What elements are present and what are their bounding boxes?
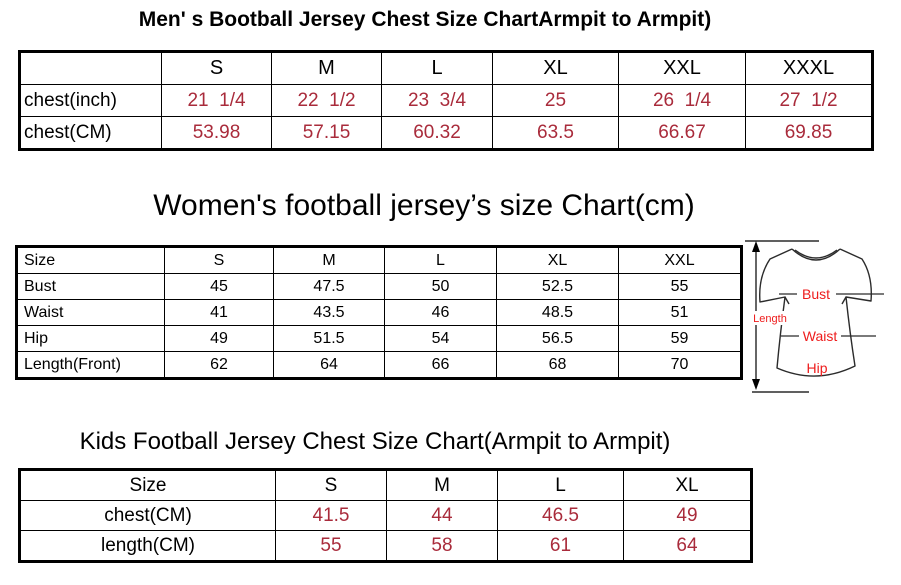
cell: 41: [164, 299, 274, 326]
cell: 41.5: [275, 500, 387, 531]
cell: 44: [386, 500, 498, 531]
row-label: Bust: [16, 273, 165, 300]
column-header: XXL: [618, 51, 746, 85]
row-label: chest(CM): [19, 116, 162, 150]
column-header: M: [386, 469, 498, 501]
cell: 59: [618, 325, 742, 352]
cell: 64: [273, 351, 385, 379]
row-label: Length(Front): [16, 351, 165, 379]
column-header: M: [271, 51, 382, 85]
column-header: L: [384, 246, 497, 274]
column-header: XXL: [618, 246, 742, 274]
column-header: S: [275, 469, 387, 501]
cell: 66: [384, 351, 497, 379]
hip-label: Hip: [806, 360, 827, 376]
column-header: Size: [16, 246, 165, 274]
cell: 56.5: [496, 325, 619, 352]
column-header: S: [161, 51, 272, 85]
column-header: XL: [496, 246, 619, 274]
length-label: Length: [753, 313, 787, 325]
table-header-row: Size S M L XL XXL: [16, 246, 742, 274]
cell: 55: [275, 530, 387, 562]
column-header: L: [497, 469, 624, 501]
bust-label: Bust: [802, 286, 830, 302]
column-header: XXXL: [745, 51, 873, 85]
cell: 54: [384, 325, 497, 352]
cell: 53.98: [161, 116, 272, 150]
table-row: length(CM) 55 58 61 64: [19, 530, 752, 562]
cell: 22 1/2: [271, 84, 382, 117]
kids-chart-title: Kids Football Jersey Chest Size Chart(Ar…: [79, 428, 671, 455]
cell: 23 3/4: [381, 84, 493, 117]
collar-inner: [794, 249, 838, 259]
cell: 43.5: [273, 299, 385, 326]
cell: 70: [618, 351, 742, 379]
cell: 49: [164, 325, 274, 352]
womens-size-table: Size S M L XL XXL Bust 45 47.5 50 52.5 5…: [15, 245, 743, 380]
mens-chart-title: Men' s Bootball Jersey Chest Size ChartA…: [138, 8, 712, 31]
cell: 61: [497, 530, 624, 562]
row-label: chest(CM): [19, 500, 276, 531]
row-label: Hip: [16, 325, 165, 352]
cell: 49: [623, 500, 752, 531]
table-header-row: Size S M L XL: [19, 469, 752, 501]
cell: 51: [618, 299, 742, 326]
cell: 51.5: [273, 325, 385, 352]
table-row: chest(inch) 21 1/4 22 1/2 23 3/4 25 26 1…: [19, 84, 873, 117]
cell: 69.85: [745, 116, 873, 150]
column-header: XL: [492, 51, 619, 85]
arrow-down-icon: [752, 379, 760, 390]
cell: 25: [492, 84, 619, 117]
mens-size-table: S M L XL XXL XXXL chest(inch) 21 1/4 22 …: [18, 50, 874, 151]
cell: 26 1/4: [618, 84, 746, 117]
table-header-row: S M L XL XXL XXXL: [19, 51, 873, 85]
column-header: Size: [19, 469, 276, 501]
cell: 57.15: [271, 116, 382, 150]
cell: 50: [384, 273, 497, 300]
table-row: Length(Front) 62 64 66 68 70: [16, 351, 742, 379]
cell: 45: [164, 273, 274, 300]
table-row: chest(CM) 41.5 44 46.5 49: [19, 500, 752, 531]
womens-chart-title: Women's football jersey’s size Chart(cm): [153, 189, 695, 222]
cell: 66.67: [618, 116, 746, 150]
cell: 60.32: [381, 116, 493, 150]
armpit-notches: [784, 296, 847, 305]
cell: 47.5: [273, 273, 385, 300]
waist-label: Waist: [803, 328, 838, 344]
table-row: Bust 45 47.5 50 52.5 55: [16, 273, 742, 300]
cell: 21 1/4: [161, 84, 272, 117]
column-header: S: [164, 246, 274, 274]
column-header: M: [273, 246, 385, 274]
arrow-up-icon: [752, 241, 760, 252]
cell: 68: [496, 351, 619, 379]
cell: 62: [164, 351, 274, 379]
tshirt-measurement-diagram: Length Bust Waist Hip: [743, 237, 901, 399]
row-label: Waist: [16, 299, 165, 326]
kids-size-table: Size S M L XL chest(CM) 41.5 44 46.5 49 …: [18, 468, 753, 563]
table-row: chest(CM) 53.98 57.15 60.32 63.5 66.67 6…: [19, 116, 873, 150]
tshirt-outline: [759, 248, 872, 377]
cell: 58: [386, 530, 498, 562]
tshirt-diagram-svg: Length Bust Waist Hip: [745, 240, 884, 393]
cell: 27 1/2: [745, 84, 873, 117]
column-header: [19, 51, 162, 85]
table-row: Waist 41 43.5 46 48.5 51: [16, 299, 742, 326]
collar-outer: [791, 248, 841, 261]
cell: 64: [623, 530, 752, 562]
column-header: L: [381, 51, 493, 85]
cell: 52.5: [496, 273, 619, 300]
table-row: Hip 49 51.5 54 56.5 59: [16, 325, 742, 352]
length-label-bg: [747, 311, 793, 325]
cell: 63.5: [492, 116, 619, 150]
cell: 55: [618, 273, 742, 300]
cell: 48.5: [496, 299, 619, 326]
row-label: chest(inch): [19, 84, 162, 117]
column-header: XL: [623, 469, 752, 501]
cell: 46.5: [497, 500, 624, 531]
row-label: length(CM): [19, 530, 276, 562]
cell: 46: [384, 299, 497, 326]
